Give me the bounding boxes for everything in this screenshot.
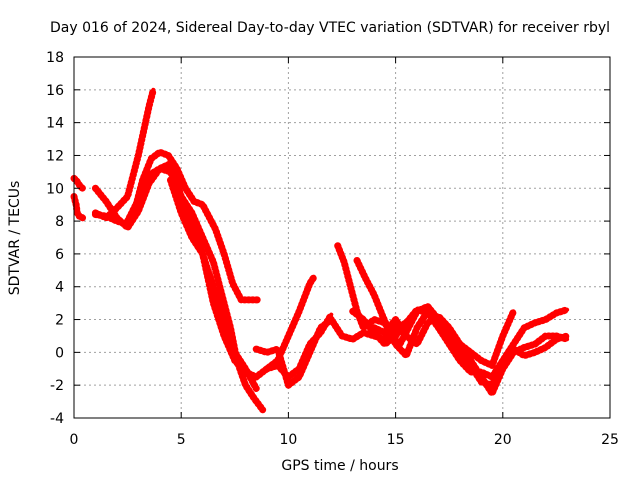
series-markers-arc-2 bbox=[70, 192, 87, 222]
x-tick-label: 15 bbox=[387, 432, 405, 448]
x-tick-label: 0 bbox=[70, 432, 79, 448]
plot-frame bbox=[73, 56, 611, 419]
x-tick-label: 5 bbox=[177, 432, 186, 448]
series-markers-arc-12 bbox=[370, 307, 518, 369]
tick-labels: 0 5 10 15 20 25 -4 -2 0 2 4 6 8 10 12 14 16 18 bbox=[46, 50, 619, 448]
series-markers-arc-9 bbox=[263, 311, 335, 381]
y-tick-label: 16 bbox=[46, 83, 64, 99]
chart-title: Day 016 of 2024, Sidereal Day-to-day VTE… bbox=[50, 20, 610, 36]
series-markers-arc-6 bbox=[124, 165, 267, 414]
series-markers-arc-13 bbox=[349, 307, 421, 348]
y-tick-label: 8 bbox=[55, 214, 64, 230]
y-tick-label: 10 bbox=[46, 181, 64, 197]
y-tick-label: 4 bbox=[55, 280, 64, 296]
series-markers-arc-10 bbox=[334, 242, 571, 397]
series-markers-arc-1 bbox=[70, 174, 87, 192]
y-tick-label: 18 bbox=[46, 50, 64, 66]
x-tick-label: 10 bbox=[279, 432, 297, 448]
y-tick-label: -4 bbox=[50, 411, 64, 427]
x-tick-label: 25 bbox=[601, 432, 619, 448]
y-axis-title: SDTVAR / TECUs bbox=[7, 181, 23, 296]
series-markers-arc-7 bbox=[166, 176, 318, 381]
y-tick-label: 2 bbox=[55, 313, 64, 329]
x-tick-label: 20 bbox=[494, 432, 512, 448]
series-group bbox=[70, 86, 571, 414]
y-tick-label: -2 bbox=[50, 378, 64, 394]
grid-lines bbox=[74, 57, 610, 418]
y-tick-label: 14 bbox=[46, 116, 64, 132]
axis-ticks bbox=[73, 56, 611, 419]
x-axis-title: GPS time / hours bbox=[281, 458, 398, 474]
y-tick-label: 12 bbox=[46, 148, 64, 164]
y-tick-label: 0 bbox=[55, 345, 64, 361]
y-tick-label: 6 bbox=[55, 247, 64, 263]
